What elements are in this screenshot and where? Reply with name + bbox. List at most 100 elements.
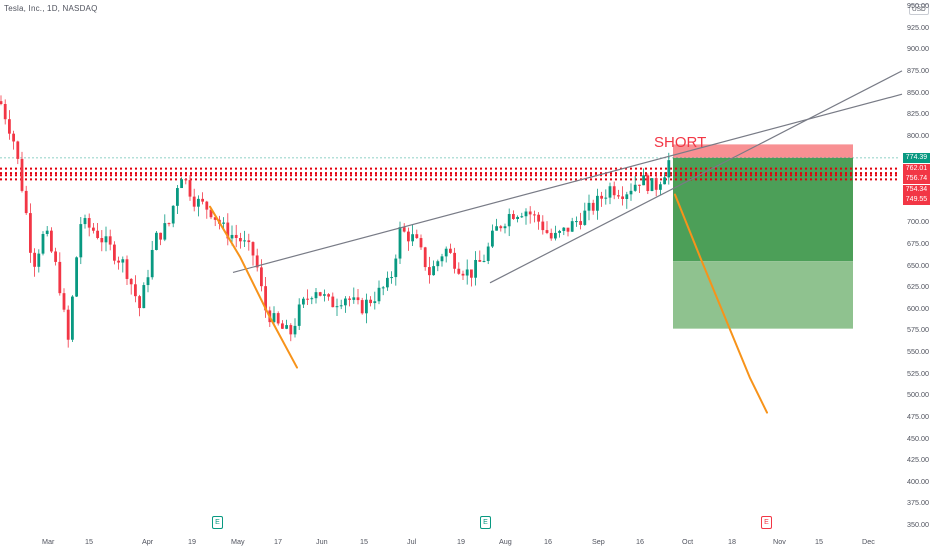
projection-curve-0 — [209, 205, 298, 369]
candle — [612, 181, 616, 200]
trendline-1 — [489, 70, 903, 284]
candle — [163, 214, 167, 242]
price-tag: 774.39 — [903, 153, 930, 163]
y-tick-label: 950.00 — [907, 1, 929, 10]
candle — [205, 200, 209, 219]
candle-body — [117, 260, 120, 263]
candle-body — [150, 249, 154, 278]
candle — [335, 298, 339, 316]
candle-body — [390, 277, 393, 279]
price-tag: 756.74 — [903, 174, 930, 184]
candle-body — [398, 227, 402, 259]
candle-body — [629, 190, 633, 195]
candle — [583, 202, 587, 226]
candle — [365, 293, 368, 324]
candle — [71, 295, 74, 343]
candle — [524, 208, 528, 225]
candle-body — [482, 260, 486, 262]
y-tick-label: 525.00 — [907, 368, 929, 378]
candle — [75, 256, 78, 298]
candle-body — [360, 300, 364, 314]
candle — [369, 296, 372, 307]
candle — [465, 259, 469, 285]
earnings-event-icon[interactable]: E — [480, 516, 491, 529]
candle-body — [470, 269, 473, 278]
candle-body — [146, 277, 150, 286]
y-tick-label: 825.00 — [907, 109, 929, 119]
currency-badge[interactable]: USD — [909, 4, 929, 15]
candle — [255, 248, 259, 272]
candle — [432, 260, 435, 276]
earnings-event-icon[interactable]: E — [761, 516, 772, 529]
candle — [184, 178, 188, 185]
candle-body — [474, 259, 477, 278]
candle-body — [646, 175, 650, 192]
candle-body — [239, 238, 242, 242]
x-tick-label: 16 — [544, 537, 552, 546]
candle — [79, 217, 83, 265]
candle — [360, 297, 364, 315]
candle-body — [159, 232, 162, 240]
candle — [503, 223, 507, 234]
symbol-title: Tesla, Inc., 1D, NASDAQ — [4, 4, 98, 13]
candle — [549, 228, 553, 241]
candle — [625, 191, 629, 209]
candle-body — [3, 104, 7, 120]
candle — [16, 140, 20, 165]
candle-body — [617, 195, 620, 197]
candle-body — [608, 186, 612, 198]
candle — [176, 184, 179, 215]
candle — [407, 227, 410, 251]
y-tick-label: 450.00 — [907, 433, 929, 443]
candle — [314, 287, 318, 304]
x-tick-label: Oct — [682, 537, 694, 546]
candle — [24, 185, 28, 215]
x-tick-label: 15 — [85, 537, 93, 546]
candle-body — [558, 230, 561, 233]
candle — [495, 218, 498, 231]
y-tick-label: 600.00 — [907, 303, 929, 313]
candle — [20, 151, 24, 193]
candle — [659, 181, 662, 195]
candle-body — [407, 231, 410, 242]
candle — [264, 277, 267, 318]
y-tick-label: 425.00 — [907, 455, 929, 465]
candle — [533, 210, 536, 223]
candle — [150, 240, 154, 280]
earnings-event-icon[interactable]: E — [212, 516, 223, 529]
candle-body — [377, 287, 381, 302]
candle — [285, 319, 288, 330]
projection-curve-1 — [674, 193, 768, 414]
candle-body — [276, 313, 280, 324]
price-tag: 762.01 — [903, 164, 930, 174]
candle-body — [318, 292, 322, 296]
candle — [54, 247, 57, 266]
candle-body — [251, 242, 255, 256]
candle-body — [402, 227, 406, 232]
candle — [37, 249, 41, 273]
candle — [180, 177, 183, 189]
candle-body — [507, 214, 511, 227]
candle — [272, 306, 276, 324]
candle — [486, 242, 490, 265]
candle-body — [16, 141, 20, 159]
candle-body — [293, 325, 297, 335]
candle-body — [37, 253, 41, 267]
candle-body — [8, 119, 11, 134]
candle-body — [323, 294, 326, 296]
candle-body — [348, 298, 351, 300]
candle — [138, 294, 141, 317]
y-tick-label: 375.00 — [907, 498, 929, 508]
y-tick-label: 675.00 — [907, 238, 929, 248]
candle — [474, 251, 477, 286]
candle — [117, 256, 120, 270]
candle — [444, 246, 448, 263]
candle — [310, 296, 314, 305]
candle-body — [587, 202, 591, 211]
y-tick-label: 400.00 — [907, 476, 929, 486]
candle — [8, 110, 11, 140]
candle-body — [310, 298, 314, 300]
candle-body — [0, 101, 3, 105]
